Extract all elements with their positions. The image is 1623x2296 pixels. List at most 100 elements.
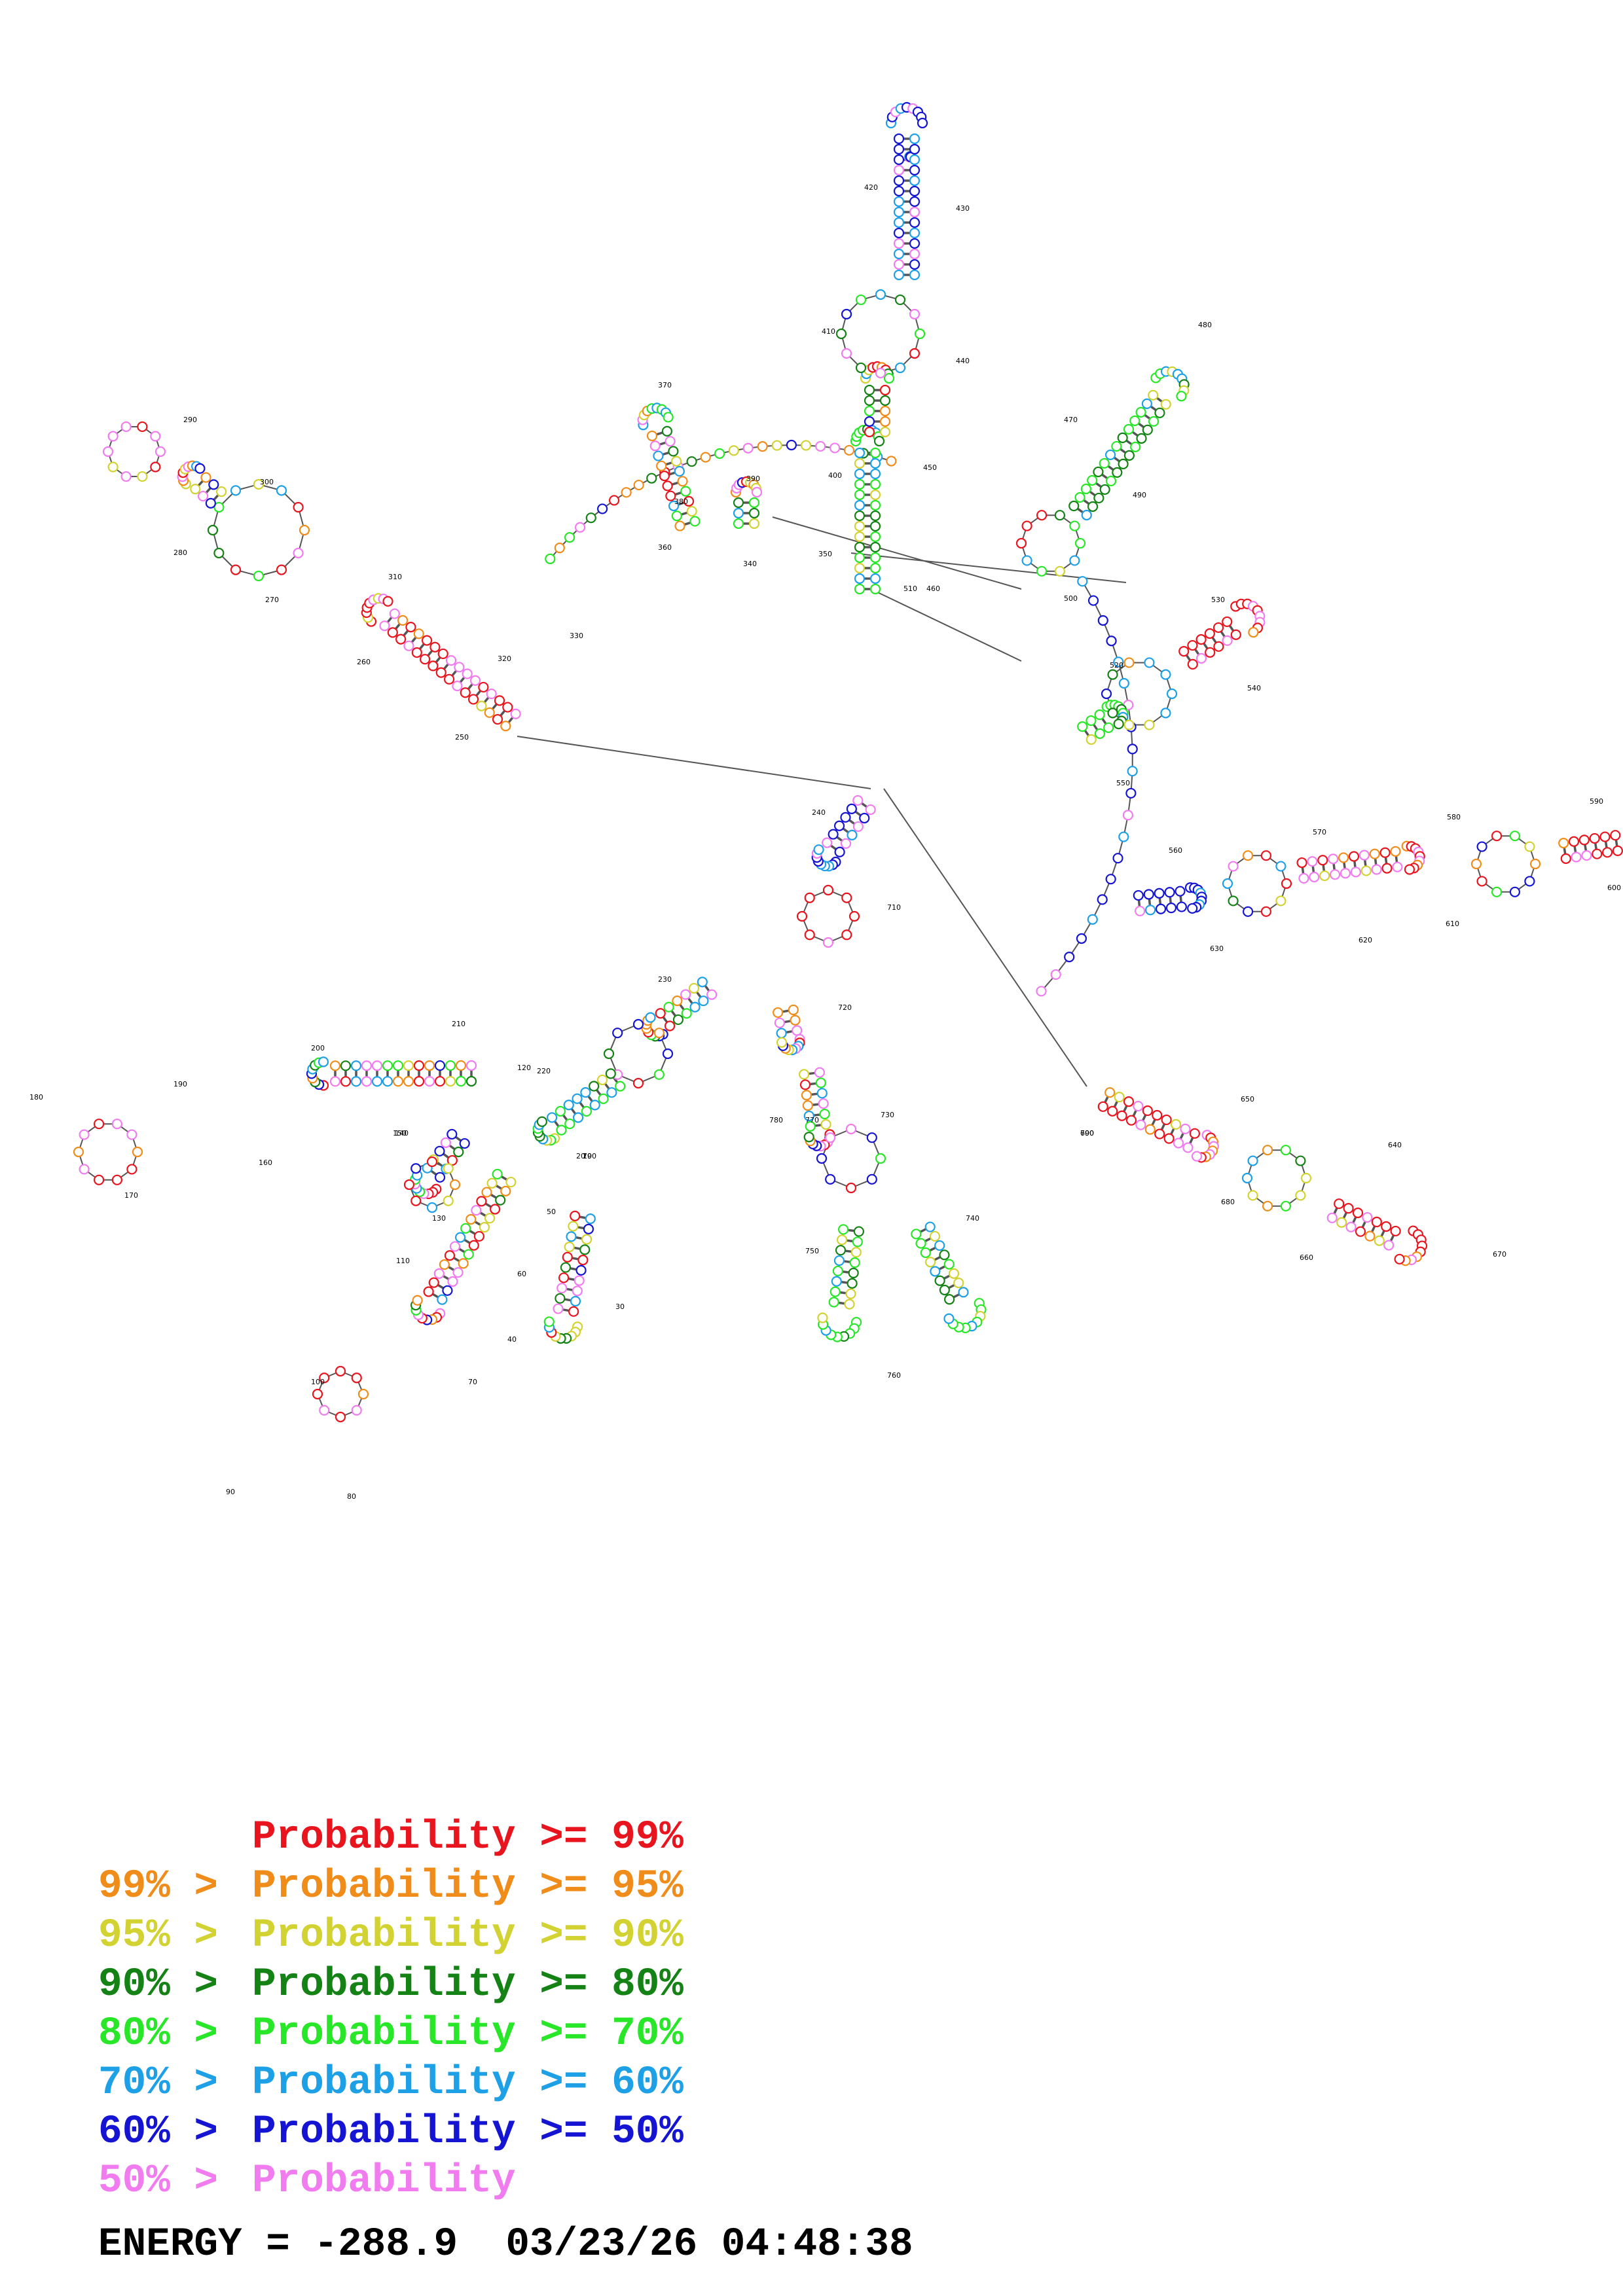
nucleotide [893, 185, 905, 197]
nucleotide [190, 484, 201, 495]
nucleotide [460, 1223, 471, 1234]
nucleotide [1175, 886, 1186, 897]
nucleotide [371, 1060, 383, 1071]
nucleotide [1491, 886, 1503, 897]
position-label: 260 [357, 658, 371, 666]
nucleotide [943, 1313, 955, 1324]
nucleotide [1107, 669, 1118, 680]
nucleotide [1571, 852, 1582, 863]
nucleotide [854, 531, 866, 543]
nucleotide [820, 1119, 831, 1130]
nucleotide [1148, 389, 1159, 401]
nucleotide [449, 1241, 461, 1252]
nucleotide [1074, 537, 1086, 549]
nucleotide [1087, 914, 1098, 925]
nucleotide [893, 259, 905, 270]
nucleotide [405, 622, 416, 633]
nucleotide [434, 1075, 446, 1087]
nucleotide [1247, 1155, 1258, 1166]
position-label: 420 [864, 183, 878, 192]
nucleotide [830, 442, 841, 454]
energy-value: -288.9 [314, 2222, 458, 2267]
nucleotide [879, 426, 891, 438]
nucleotide [869, 541, 881, 553]
nucleotide [479, 1222, 490, 1233]
nucleotide [555, 1293, 566, 1304]
nucleotide [318, 1056, 329, 1067]
legend-row: 70% > Probability >= 60% [98, 2058, 1080, 2108]
nucleotide [361, 1076, 373, 1087]
nucleotide [1087, 501, 1099, 512]
nucleotide [589, 1081, 600, 1092]
legend-range: Probability >= 80% [252, 1962, 684, 2007]
nucleotide [458, 1258, 469, 1269]
nucleotide [471, 1205, 482, 1216]
nucleotide [1195, 653, 1207, 664]
nucleotide [568, 1306, 579, 1317]
nucleotide [845, 1288, 856, 1299]
nucleotide [382, 596, 393, 607]
nucleotide [939, 1284, 950, 1296]
nucleotide [361, 1060, 373, 1071]
nucleotide [1390, 846, 1401, 857]
nucleotide [1106, 636, 1117, 647]
nucleotide [319, 1405, 330, 1416]
nucleotide [934, 1240, 945, 1251]
nucleotide [894, 362, 906, 374]
nucleotide [837, 1224, 849, 1235]
nucleotide [1222, 878, 1233, 889]
position-label: 350 [818, 550, 832, 558]
legend-range: Probability >= 70% [252, 2011, 684, 2056]
nucleotide [120, 471, 132, 482]
nucleotide [1222, 616, 1233, 628]
nucleotide [137, 421, 148, 433]
nucleotide [802, 1100, 813, 1111]
nucleotide [859, 812, 870, 824]
nucleotide [420, 654, 431, 665]
position-label: 550 [1116, 779, 1130, 787]
nucleotide [686, 506, 697, 517]
legend-lower-bound: 90% > [98, 1962, 242, 2007]
nucleotide [893, 175, 905, 187]
position-label: 180 [29, 1093, 43, 1102]
nucleotide [796, 910, 808, 922]
nucleotide [816, 1088, 828, 1099]
position-label: 120 [517, 1064, 531, 1072]
position-label: 680 [1221, 1198, 1235, 1206]
nucleotide [1260, 906, 1272, 917]
nucleotide [555, 1105, 566, 1117]
nucleotide [801, 1090, 812, 1101]
nucleotide [1230, 629, 1241, 640]
nucleotide [1113, 719, 1124, 730]
nucleotide [340, 1060, 352, 1071]
nucleotide [335, 1365, 346, 1377]
nucleotide [1133, 889, 1144, 901]
nucleotide [1104, 1087, 1116, 1098]
nucleotide [683, 495, 695, 507]
nucleotide [1317, 855, 1328, 866]
nucleotide [543, 1316, 555, 1327]
nucleotide [437, 648, 448, 660]
nucleotide [253, 478, 264, 490]
legend-lower-bound: 80% > [98, 2011, 242, 2056]
nucleotide [574, 522, 586, 533]
position-label: 570 [1313, 828, 1326, 836]
position-label: 160 [259, 1158, 272, 1167]
nucleotide [312, 1388, 323, 1400]
nucleotide [854, 541, 866, 553]
nucleotide [833, 820, 845, 831]
nucleotide [447, 1155, 458, 1166]
nucleotide [556, 1282, 568, 1294]
nucleotide [413, 1076, 425, 1087]
nucleotide [137, 471, 148, 482]
nucleotide [909, 133, 921, 145]
nucleotide [490, 1204, 501, 1215]
nucleotide [500, 1185, 511, 1196]
position-label: 510 [903, 584, 917, 593]
nucleotide [585, 1213, 596, 1225]
nucleotide [1242, 850, 1254, 861]
position-label: 750 [805, 1247, 819, 1255]
nucleotide [1099, 457, 1110, 469]
nucleotide [484, 707, 495, 718]
nucleotide [442, 1285, 453, 1296]
